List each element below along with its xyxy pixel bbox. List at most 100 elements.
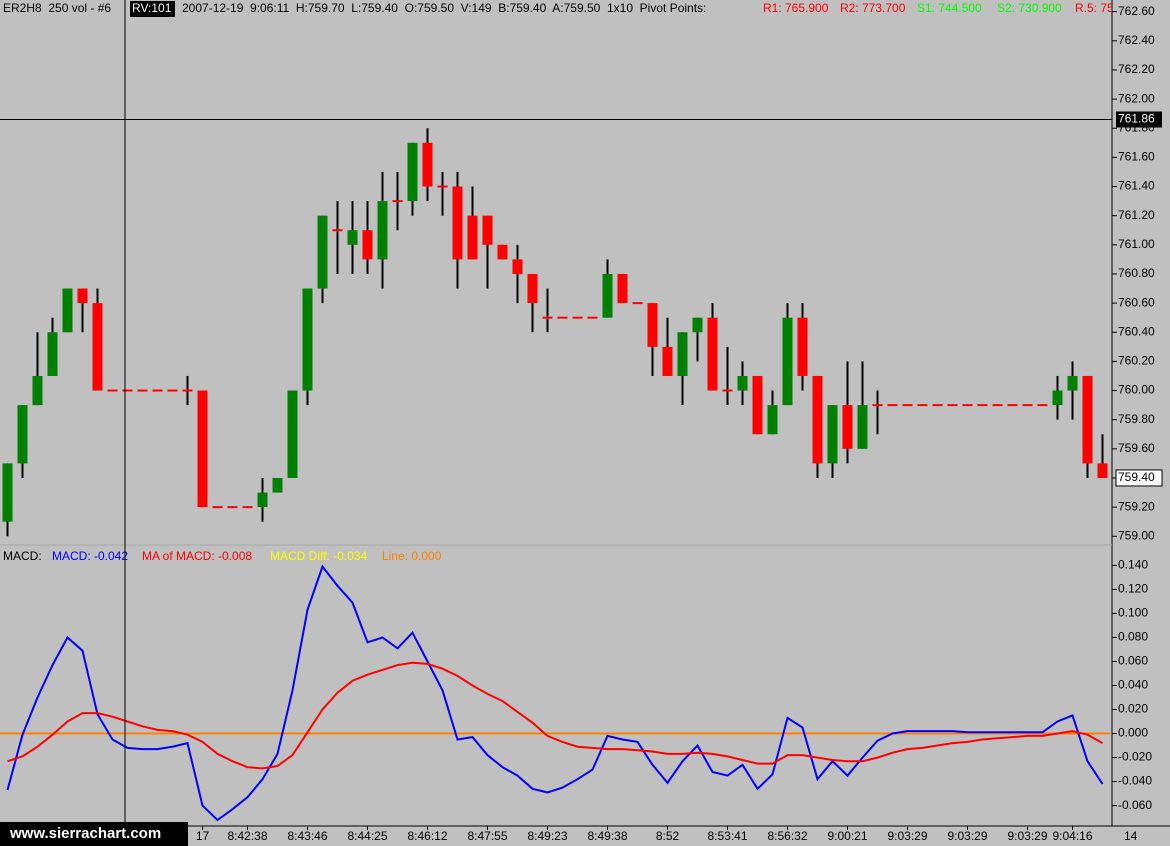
- y-tick-label: 760.60: [1118, 295, 1155, 309]
- candle-body: [677, 332, 688, 376]
- y-tick-label: 760.00: [1118, 383, 1155, 397]
- candle-body: [2, 463, 13, 522]
- x-tick-label: 9:03:29: [1007, 829, 1047, 843]
- last-price-label: 759.40: [1118, 470, 1155, 484]
- candle-body: [287, 390, 298, 478]
- candle-body: [497, 244, 508, 260]
- candle-body: [842, 405, 853, 449]
- candle-body: [1097, 463, 1108, 478]
- x-tick-label: 8:47:55: [467, 829, 507, 843]
- macd-line: [7, 661, 1103, 770]
- y-tick-label: 759.60: [1118, 441, 1155, 455]
- y-tick-label: 0.140: [1118, 558, 1148, 572]
- candle-body: [452, 186, 463, 260]
- candle-body: [317, 215, 328, 289]
- pivot-point: R2: 773.700: [840, 1, 906, 15]
- x-tick-label: 8:49:23: [527, 829, 567, 843]
- x-axis-end-label: 14: [1124, 829, 1138, 843]
- x-tick-label: 17: [196, 829, 210, 843]
- candle-body: [1082, 375, 1093, 464]
- candle-body: [467, 215, 478, 260]
- candle-body: [827, 405, 838, 464]
- candle-body: [752, 375, 763, 435]
- y-tick-label: 761.60: [1118, 150, 1155, 164]
- candle-body: [1067, 375, 1078, 391]
- x-tick-label: 9:03:29: [887, 829, 927, 843]
- candle-body: [812, 375, 823, 464]
- crosshair-label: 761.86: [1118, 112, 1155, 126]
- y-tick-label: 759.00: [1118, 528, 1155, 542]
- y-tick-label: 760.20: [1118, 354, 1155, 368]
- y-tick-label: 762.00: [1118, 91, 1155, 105]
- x-tick-label: 8:42:38: [227, 829, 267, 843]
- x-tick-label: 9:00:21: [827, 829, 867, 843]
- candle-body: [47, 332, 58, 376]
- pivot-point: R1: 765.900: [763, 1, 829, 15]
- candle-body: [1052, 390, 1063, 406]
- y-tick-label: 0.100: [1118, 606, 1148, 620]
- y-tick-label: 0.020: [1118, 702, 1148, 716]
- candle-body: [662, 346, 673, 376]
- replay: RV:101: [132, 1, 172, 15]
- y-tick-label: 0.060: [1118, 654, 1148, 668]
- candle-body: [347, 230, 358, 245]
- candle-body: [362, 230, 373, 260]
- candle-body: [692, 317, 703, 333]
- y-tick-label: 0.040: [1118, 678, 1148, 692]
- candle-body: [707, 317, 718, 391]
- header: ER2H8 250 vol - #6 RV:101 2007-12-19 9:0…: [3, 1, 1114, 17]
- y-tick-label: 762.40: [1118, 33, 1155, 47]
- y-tick-label: -0.060: [1118, 798, 1152, 812]
- candle-body: [767, 405, 778, 435]
- last-price-box: [1115, 469, 1163, 487]
- macd-line: [6, 564, 1104, 822]
- candle-body: [797, 317, 808, 376]
- x-tick-label: 8:49:38: [587, 829, 627, 843]
- quote: 2007-12-19 9:06:11 H:759.70 L:759.40 O:7…: [182, 1, 706, 15]
- x-tick-label: 8:53:41: [707, 829, 747, 843]
- candle-body: [527, 273, 538, 304]
- x-tick-label: 8:44:25: [347, 829, 387, 843]
- candle-body: [737, 375, 748, 391]
- y-tick-label: 759.80: [1118, 412, 1155, 426]
- pivot-point: R.5: 75: [1075, 1, 1114, 15]
- study-title: MACD:: [3, 549, 42, 563]
- candle-body: [377, 201, 388, 260]
- x-tick-label: 8:46:12: [407, 829, 447, 843]
- candle-body: [512, 259, 523, 274]
- legend-entry: MA of MACD: -0.008: [142, 549, 252, 563]
- watermark-box: [0, 822, 188, 846]
- candle-body: [647, 303, 658, 347]
- y-tick-label: 762.20: [1118, 62, 1155, 76]
- y-tick-label: 761.20: [1118, 208, 1155, 222]
- candle-body: [272, 477, 283, 493]
- y-tick-label: 761.00: [1118, 237, 1155, 251]
- y-tick-label: 0.000: [1118, 726, 1148, 740]
- pivot-point: S1: 744.500: [917, 1, 982, 15]
- pivot-point: S2: 730.900: [997, 1, 1062, 15]
- candle-body: [197, 390, 208, 508]
- candle-body: [77, 288, 88, 304]
- legend-readout: MACD Diff: -0.034: [270, 549, 367, 563]
- y-tick-label: 761.40: [1118, 179, 1155, 193]
- candle-body: [17, 405, 28, 464]
- y-tick-label: -0.020: [1118, 750, 1152, 764]
- overlay: [0, 0, 1112, 826]
- candle-body: [62, 288, 73, 333]
- y-tick-label: 760.80: [1118, 266, 1155, 280]
- candle-body: [302, 288, 313, 391]
- x-tick-label: 9:04:16: [1052, 829, 1092, 843]
- watermark: www.sierrachart.com: [9, 825, 161, 842]
- legend-entry: Line: 0.000: [382, 549, 442, 563]
- y-tick-label: 0.080: [1118, 630, 1148, 644]
- replay-badge: [130, 1, 175, 17]
- candle-body: [92, 303, 103, 391]
- x-tick-label: 9:03:29: [947, 829, 987, 843]
- y-tick-label: -0.040: [1118, 774, 1152, 788]
- candle-body: [617, 273, 628, 304]
- candle-body: [32, 375, 43, 406]
- x-tick-label: 8:43:46: [287, 829, 327, 843]
- y-tick-label: 762.60: [1118, 4, 1155, 18]
